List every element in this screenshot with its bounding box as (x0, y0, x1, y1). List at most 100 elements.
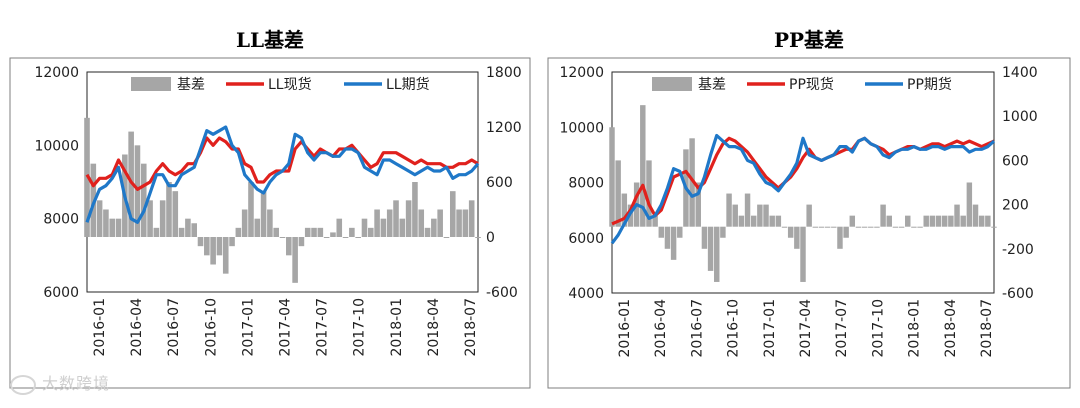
ll-basis-bar (443, 237, 450, 238)
pp-basis-bar (750, 215, 757, 227)
pp-basis-bar (855, 226, 862, 228)
pp-basis-bar (837, 226, 843, 249)
pp-y-left-tick: 4000 (568, 286, 604, 302)
ll-basis-bar (267, 209, 273, 237)
ll-basis-bar (355, 237, 361, 238)
pp-basis-bar (929, 215, 936, 227)
watermark-text: 大数跨境 (42, 374, 111, 393)
pp-basis-bar (781, 226, 788, 228)
ll-basis-bar (336, 218, 343, 237)
pp-basis-bar (744, 193, 751, 227)
ll-y-right-tick: 1800 (486, 65, 522, 81)
ll-basis-bar (399, 218, 406, 237)
ll-basis-bar (405, 200, 412, 237)
ll-basis-bar (386, 209, 393, 237)
ll-basis-bar (292, 237, 298, 283)
pp-basis-bar (806, 204, 812, 227)
pp-basis-bar (868, 226, 874, 228)
ll-legend-basis-swatch (131, 77, 171, 91)
ll-futures-line (85, 125, 480, 224)
pp-basis-bar (695, 182, 701, 227)
pp-legend: 基差 PP现货 PP期货 (652, 76, 952, 93)
pp-basis-bar (978, 215, 985, 227)
pp-basis-bar (707, 226, 714, 271)
ll-basis-bar (380, 218, 387, 237)
pp-chart-frame (547, 57, 1071, 389)
ll-basis-bar (367, 227, 374, 237)
ll-basis-bar (248, 182, 254, 237)
ll-basis-bar (159, 200, 166, 237)
ll-basis-bar (393, 200, 399, 237)
ll-basis-bar (222, 237, 229, 274)
pp-x-tick: 2016-07 (689, 299, 705, 358)
ll-basis-bar (147, 200, 153, 237)
pp-y-left-tick: 6000 (568, 231, 604, 247)
ll-basis-bar (437, 209, 443, 237)
pp-basis-bar (991, 226, 997, 228)
pp-basis-bar (757, 204, 763, 227)
pp-basis-bar (880, 204, 886, 227)
pp-basis-bar (960, 215, 966, 227)
ll-basis-bar (374, 209, 380, 237)
pp-y-left-tick: 8000 (568, 176, 604, 192)
ll-y-left-tick: 6000 (43, 285, 79, 301)
ll-basis-bar (229, 237, 235, 247)
ll-basis-bar (431, 218, 437, 237)
pp-basis-bar (972, 204, 979, 227)
pp-basis-bar (646, 160, 652, 227)
pp-basis-bar (831, 226, 837, 228)
ll-basis-chart: LL基差 6000 8000 10000 12000 -600 0 600 1200 1800 20… (9, 28, 531, 389)
ll-x-tick: 2017-10 (352, 298, 368, 357)
pp-basis-bar (677, 226, 683, 238)
pp-basis-bar (941, 215, 948, 227)
ll-x-tick: 2016-07 (166, 298, 182, 357)
pp-basis-bar (905, 215, 911, 227)
pp-basis-bar (954, 204, 960, 227)
ll-basis-bar (115, 218, 122, 237)
ll-chart-frame (9, 57, 531, 389)
ll-legend-basis-label: 基差 (177, 76, 205, 93)
ll-legend-spot-label: LL现货 (268, 76, 312, 93)
ll-basis-bar (185, 218, 191, 237)
ll-basis-bar (166, 182, 172, 237)
ll-basis-bar (468, 200, 475, 237)
ll-basis-bar (140, 163, 147, 237)
watermark: 大数跨境 (10, 370, 110, 395)
pp-x-tick: 2017-04 (798, 299, 814, 358)
pp-basis-bar (720, 226, 726, 238)
pp-basis-bar (917, 226, 923, 228)
ll-basis-bar (323, 237, 330, 238)
ll-basis-bar (462, 209, 469, 237)
ll-basis-bar (412, 182, 418, 237)
pp-x-tick: 2017-10 (870, 299, 886, 358)
ll-basis-bar (254, 218, 261, 237)
pp-x-tick: 2016-01 (617, 299, 633, 358)
ll-y-right-tick: -600 (486, 285, 518, 301)
pp-basis-bar (775, 215, 782, 227)
pp-basis-bar (818, 226, 825, 228)
pp-basis-bar (874, 226, 880, 228)
pp-basis-bar (787, 226, 794, 238)
ll-basis-bar (241, 209, 248, 237)
ll-basis-bar (134, 145, 141, 237)
pp-basis-bar (609, 127, 615, 227)
pp-basis-bar (652, 215, 658, 227)
ll-x-tick: 2018-01 (389, 298, 405, 357)
ll-basis-bar (260, 191, 267, 237)
pp-x-tick: 2016-10 (726, 299, 742, 358)
pp-basis-bar (898, 226, 905, 228)
ll-basis-bar (178, 227, 185, 237)
watermark-logo-icon (10, 374, 36, 395)
pp-y-right-tick: 200 (1002, 198, 1029, 214)
ll-basis-bar (96, 200, 103, 237)
pp-legend-basis-label: 基差 (698, 76, 726, 93)
ll-basis-chart-panel: LL基差 6000 8000 10000 12000 -600 0 600 1200 1800 20… (9, 28, 531, 389)
ll-chart-title: LL基差 (236, 28, 304, 52)
pp-basis-bar (769, 215, 775, 227)
pp-basis-bar (843, 226, 849, 238)
ll-basis-bar (273, 227, 279, 237)
pp-basis-chart-panel: PP基差 4000 6000 8000 10000 12000 -600 -200 200 600… (540, 0, 1080, 408)
pp-y-left-tick: 10000 (559, 120, 604, 136)
ll-x-tick: 2016-01 (92, 298, 108, 357)
ll-basis-bar (191, 223, 198, 237)
